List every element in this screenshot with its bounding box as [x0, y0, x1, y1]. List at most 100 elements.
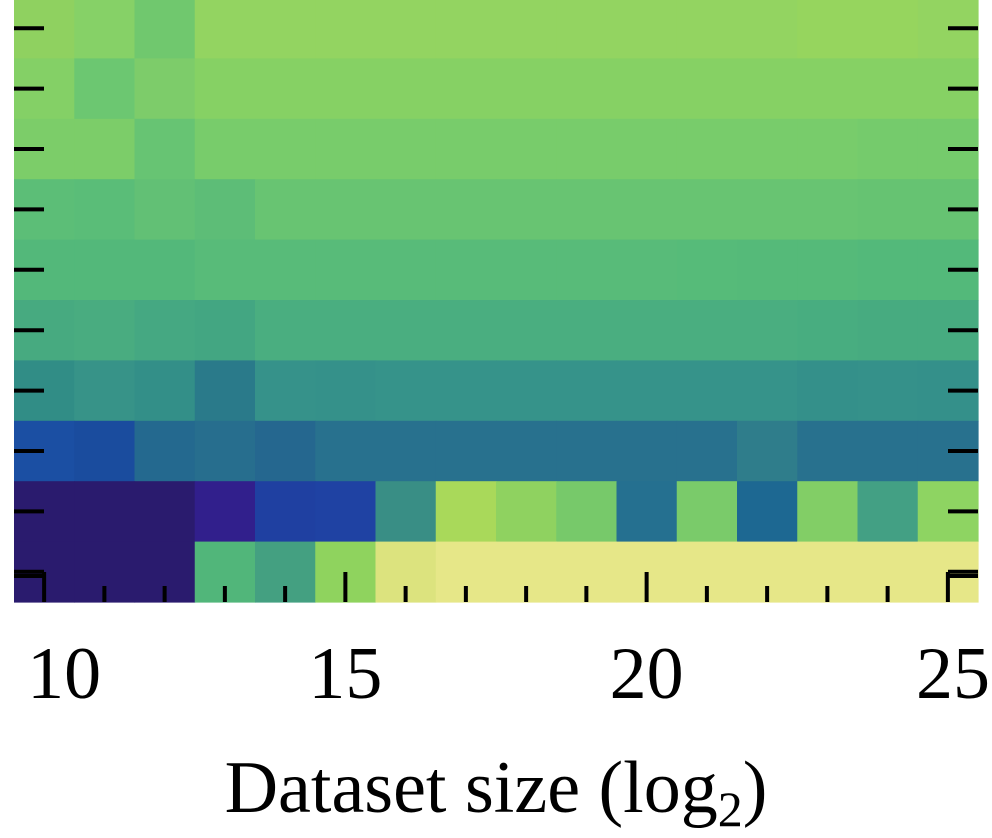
heatmap-cell: [797, 481, 859, 543]
x-tick-label: 25: [916, 633, 990, 715]
heatmap-cell: [194, 118, 256, 180]
heatmap-cell: [857, 481, 919, 543]
heatmap-cell: [616, 239, 678, 301]
x-axis-label: Dataset size (log2): [225, 747, 768, 837]
heatmap-cell: [435, 239, 497, 301]
heatmap-cell: [797, 0, 859, 59]
heatmap-cell: [676, 420, 738, 482]
heatmap-cell: [134, 360, 196, 422]
heatmap-cell: [194, 360, 256, 422]
heatmap-cell: [74, 118, 136, 180]
heatmap-cell: [676, 179, 738, 241]
heatmap-cell: [797, 360, 859, 422]
heatmap-cell: [74, 481, 136, 543]
heatmap-cell: [194, 239, 256, 301]
heatmap-cell: [315, 360, 377, 422]
heatmap-cell: [676, 0, 738, 59]
heatmap-cell: [737, 300, 798, 361]
heatmap-cell: [797, 239, 859, 301]
heatmap-cell: [857, 0, 919, 59]
heatmap-cell: [315, 420, 377, 482]
heatmap-cell: [255, 420, 316, 482]
heatmap-cell: [616, 0, 678, 59]
heatmap-cell: [556, 360, 618, 422]
heatmap-cell: [435, 481, 497, 543]
x-tick-labels: 10 15 20 25: [27, 633, 990, 715]
heatmap-cell: [255, 239, 316, 301]
heatmap-cell: [134, 58, 196, 120]
heatmap-cell: [435, 58, 497, 120]
heatmap-cell: [315, 481, 377, 543]
heatmap-cell: [435, 118, 497, 180]
axis-ticks: [14, 26, 978, 602]
heatmap-cell: [375, 360, 437, 422]
heatmap-cell: [435, 420, 497, 482]
heatmap-cell: [134, 239, 196, 301]
heatmap-cell: [74, 360, 136, 422]
heatmap-cell: [616, 58, 678, 120]
heatmap-cell: [375, 420, 437, 482]
heatmap-cell: [556, 0, 618, 59]
heatmap-cell: [676, 118, 738, 180]
heatmap-cell: [194, 58, 256, 120]
heatmap-cell: [375, 300, 437, 361]
heatmap-cell: [797, 300, 859, 361]
heatmap-cell: [435, 179, 497, 241]
heatmap-cell: [315, 118, 377, 180]
heatmap-cell: [496, 481, 557, 543]
heatmap-cell: [375, 179, 437, 241]
heatmap-cell: [737, 0, 798, 59]
heatmap-cell: [797, 179, 859, 241]
heatmap-cell: [134, 481, 196, 543]
heatmap-cell: [255, 481, 316, 543]
heatmap-cell: [797, 58, 859, 120]
heatmap-cell: [676, 58, 738, 120]
heatmap-cell: [134, 300, 196, 361]
x-tick-label: 20: [610, 633, 684, 715]
heatmap-cell: [556, 420, 618, 482]
heatmap-cell: [857, 420, 919, 482]
heatmap-cell: [134, 118, 196, 180]
heatmap-cell: [556, 481, 618, 543]
heatmap-cell: [857, 300, 919, 361]
heatmap-cell: [315, 239, 377, 301]
heatmap-cell: [857, 239, 919, 301]
heatmap-cell: [74, 239, 136, 301]
heatmap-cell: [496, 239, 557, 301]
heatmap-cell: [375, 118, 437, 180]
heatmap-cell: [737, 118, 798, 180]
heatmap-cells: [14, 0, 979, 603]
x-tick-label: 15: [308, 633, 382, 715]
heatmap-cell: [134, 0, 196, 59]
heatmap-cell: [194, 481, 256, 543]
heatmap-cell: [857, 58, 919, 120]
heatmap-cell: [676, 239, 738, 301]
heatmap-cell: [857, 118, 919, 180]
heatmap-cell: [134, 420, 196, 482]
heatmap-cell: [74, 300, 136, 361]
heatmap-cell: [556, 300, 618, 361]
heatmap-cell: [194, 179, 256, 241]
heatmap-cell: [255, 0, 316, 59]
heatmap-cell: [737, 360, 798, 422]
heatmap-cell: [616, 481, 678, 543]
heatmap-cell: [315, 0, 377, 59]
heatmap-cell: [496, 0, 557, 59]
heatmap-cell: [315, 300, 377, 361]
heatmap-cell: [616, 118, 678, 180]
heatmap-cell: [315, 179, 377, 241]
heatmap-cell: [435, 360, 497, 422]
heatmap-cell: [556, 58, 618, 120]
heatmap-cell: [857, 179, 919, 241]
heatmap-cell: [255, 179, 316, 241]
heatmap-cell: [375, 0, 437, 59]
heatmap-cell: [737, 58, 798, 120]
heatmap-cell: [676, 360, 738, 422]
heatmap-cell: [556, 239, 618, 301]
heatmap-cell: [616, 420, 678, 482]
heatmap-cell: [616, 179, 678, 241]
heatmap-cell: [737, 481, 798, 543]
heatmap-cell: [134, 179, 196, 241]
heatmap-cell: [496, 179, 557, 241]
